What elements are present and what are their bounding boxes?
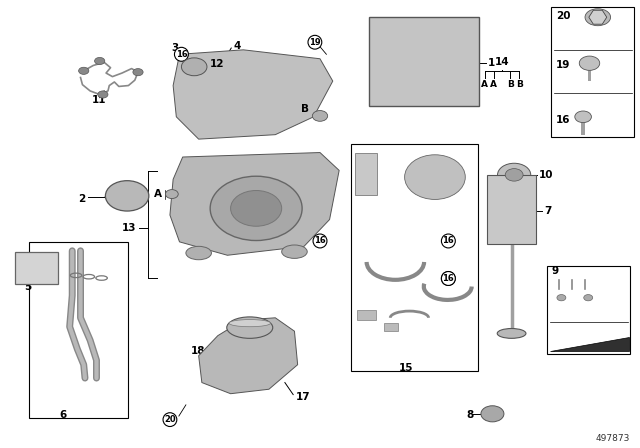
Circle shape: [79, 67, 89, 74]
Text: 16: 16: [442, 274, 454, 283]
FancyBboxPatch shape: [369, 17, 479, 106]
Text: 12: 12: [210, 59, 225, 69]
Circle shape: [505, 168, 523, 181]
Circle shape: [166, 190, 178, 198]
Text: 15: 15: [399, 363, 413, 373]
Circle shape: [210, 176, 302, 241]
Text: 8: 8: [466, 410, 473, 420]
FancyBboxPatch shape: [547, 267, 630, 353]
Text: 497873: 497873: [595, 434, 630, 443]
Polygon shape: [173, 50, 333, 139]
Circle shape: [106, 181, 149, 211]
Text: 10: 10: [539, 170, 554, 180]
Text: 19: 19: [309, 38, 321, 47]
Text: A: A: [154, 189, 162, 199]
Text: 7: 7: [544, 206, 552, 215]
Circle shape: [497, 163, 531, 186]
Text: 20: 20: [164, 415, 176, 424]
Circle shape: [133, 69, 143, 76]
Ellipse shape: [229, 319, 271, 327]
Text: B: B: [507, 80, 514, 89]
Text: 16: 16: [442, 274, 454, 283]
Polygon shape: [550, 336, 629, 351]
FancyBboxPatch shape: [15, 252, 58, 284]
Text: 5: 5: [24, 282, 32, 293]
Text: B: B: [516, 80, 523, 89]
Polygon shape: [198, 318, 298, 394]
Text: 9: 9: [552, 266, 559, 276]
Ellipse shape: [585, 9, 611, 26]
Circle shape: [312, 111, 328, 121]
Circle shape: [98, 91, 108, 98]
Text: 2: 2: [77, 194, 85, 203]
Ellipse shape: [404, 155, 465, 199]
Ellipse shape: [282, 245, 307, 258]
Circle shape: [584, 295, 593, 301]
FancyBboxPatch shape: [588, 63, 591, 81]
FancyBboxPatch shape: [351, 144, 478, 371]
Text: 18: 18: [191, 346, 205, 356]
Circle shape: [181, 58, 207, 76]
Text: 1: 1: [488, 58, 495, 68]
Text: 19: 19: [556, 60, 570, 70]
Circle shape: [575, 111, 591, 123]
FancyBboxPatch shape: [357, 310, 376, 320]
Text: A: A: [490, 80, 497, 89]
FancyBboxPatch shape: [384, 323, 398, 331]
FancyBboxPatch shape: [29, 242, 129, 418]
Text: 4: 4: [234, 41, 241, 51]
Text: 13: 13: [122, 224, 136, 233]
Text: A: A: [481, 80, 488, 89]
Text: 16: 16: [314, 237, 326, 246]
FancyBboxPatch shape: [581, 117, 585, 135]
Text: 11: 11: [92, 95, 106, 105]
Circle shape: [579, 56, 600, 70]
Polygon shape: [589, 10, 607, 24]
FancyBboxPatch shape: [551, 8, 634, 137]
Circle shape: [95, 57, 105, 65]
Text: 3: 3: [171, 43, 178, 53]
Text: B: B: [301, 104, 309, 114]
Ellipse shape: [227, 317, 273, 338]
Text: 16: 16: [556, 116, 570, 125]
Text: 14: 14: [495, 57, 509, 67]
Circle shape: [481, 406, 504, 422]
Ellipse shape: [186, 246, 211, 260]
FancyBboxPatch shape: [487, 175, 536, 244]
Ellipse shape: [497, 328, 526, 338]
Text: 20: 20: [556, 11, 570, 22]
Circle shape: [557, 295, 566, 301]
Text: 16: 16: [175, 50, 188, 59]
Text: 17: 17: [296, 392, 310, 402]
FancyBboxPatch shape: [355, 152, 378, 195]
Text: 6: 6: [59, 410, 67, 420]
Text: 16: 16: [442, 237, 454, 246]
Polygon shape: [170, 152, 339, 255]
Circle shape: [230, 190, 282, 226]
